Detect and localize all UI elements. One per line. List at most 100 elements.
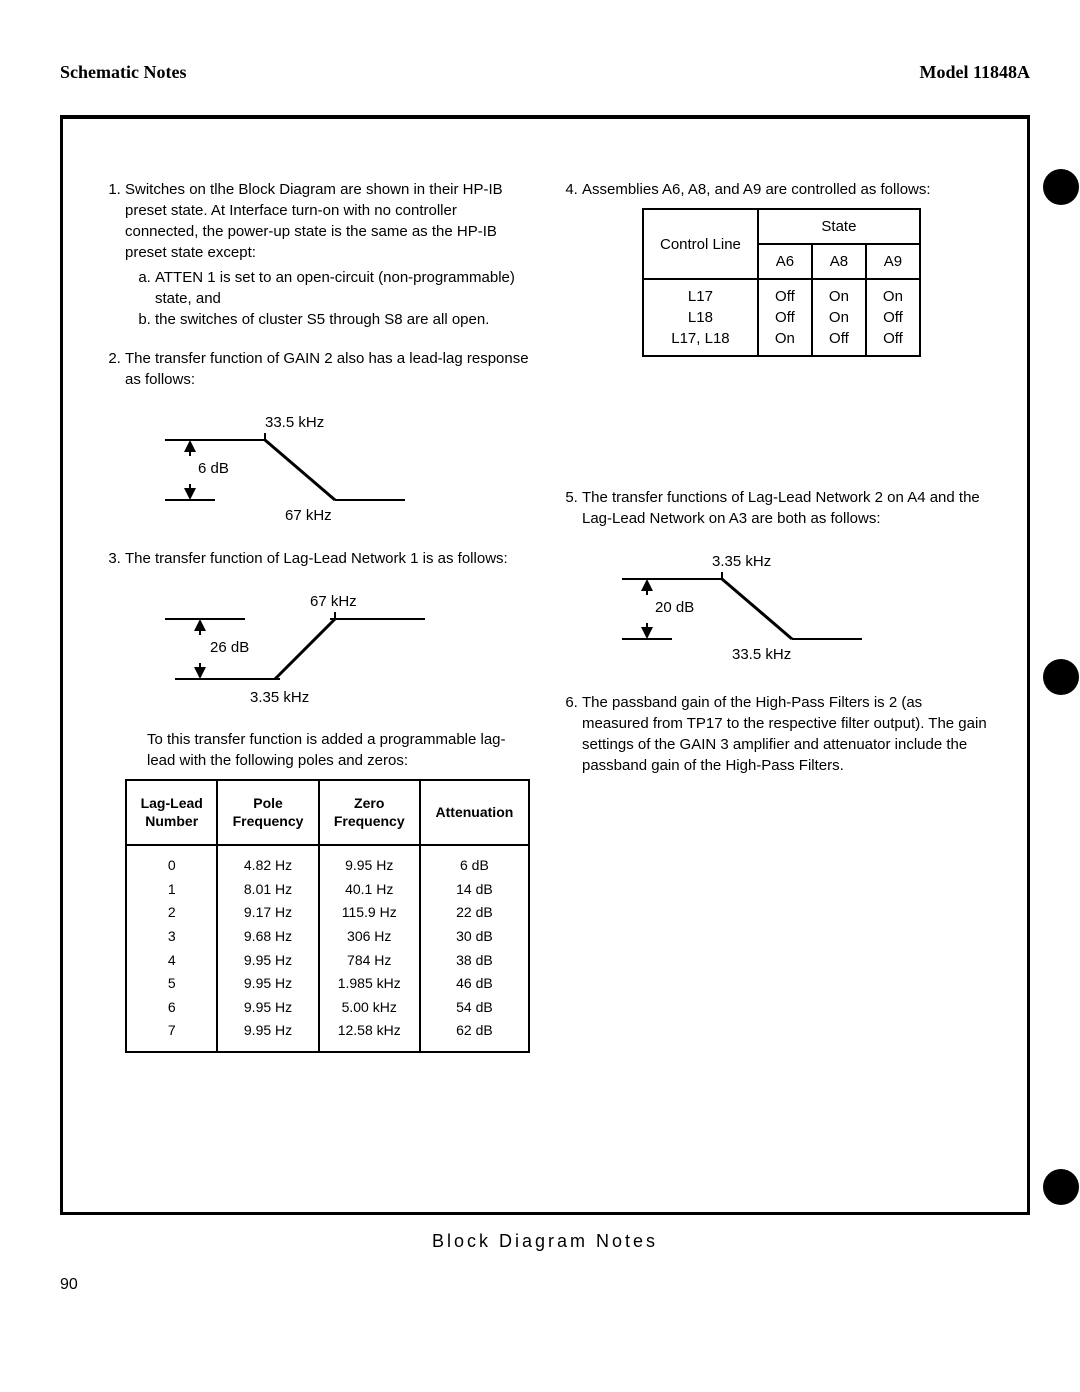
columns: Switches on tlhe Block Diagram are shown… [103, 179, 987, 1071]
content-frame: Switches on tlhe Block Diagram are shown… [60, 115, 1030, 1215]
bode-plot-5: 3.35 kHz 20 dB 33.5 kHz [612, 539, 872, 674]
punch-hole-icon [1043, 169, 1079, 205]
laglead-h3: Attenuation [420, 780, 529, 845]
table-cell: 6 [126, 996, 217, 1020]
note-1a: ATTEN 1 is set to an open-circuit (non-p… [155, 267, 530, 309]
punch-hole-icon [1043, 1169, 1079, 1205]
table-cell: 9.68 Hz [217, 925, 318, 949]
table-cell: 12.58 kHz [319, 1019, 420, 1052]
bode-plot-3: 67 kHz 26 dB 3.35 kHz [155, 579, 435, 719]
bode-3-bottomfreq: 3.35 kHz [250, 687, 309, 708]
table-row: 59.95 Hz1.985 kHz46 dB [126, 972, 529, 996]
bode-5-bottomfreq: 33.5 kHz [732, 644, 791, 665]
laglead-h2: ZeroFrequency [319, 780, 420, 845]
state-c2: A9 [866, 244, 920, 279]
table-cell: OffOffOn [758, 279, 812, 356]
table-cell: OnOnOff [812, 279, 866, 356]
table-cell: 54 dB [420, 996, 529, 1020]
table-cell: 5.00 kHz [319, 996, 420, 1020]
page: Schematic Notes Model 11848A Switches on… [0, 0, 1080, 1327]
bode-3-gain: 26 dB [210, 637, 249, 658]
notes-list-right: Assemblies A6, A8, and A9 are controlled… [560, 179, 987, 776]
table-cell: 3 [126, 925, 217, 949]
laglead-h0: Lag-LeadNumber [126, 780, 217, 845]
bode-5-gain: 20 dB [655, 597, 694, 618]
header-right: Model 11848A [920, 60, 1031, 85]
table-cell: 9.95 Hz [217, 1019, 318, 1052]
note-3-after: To this transfer function is added a pro… [125, 729, 530, 771]
state-c1: A8 [812, 244, 866, 279]
table-row: Control Line State [643, 209, 920, 244]
table-cell: 0 [126, 845, 217, 878]
table-row: L17L18L17, L18OffOffOnOnOnOffOnOffOff [643, 279, 920, 356]
table-row: 29.17 Hz115.9 Hz22 dB [126, 901, 529, 925]
note-5: The transfer functions of Lag-Lead Netwo… [582, 487, 987, 674]
table-cell: 62 dB [420, 1019, 529, 1052]
bode-2-gain: 6 dB [198, 458, 229, 479]
table-cell: 38 dB [420, 949, 529, 973]
table-cell: 6 dB [420, 845, 529, 878]
bode-2-bottomfreq: 67 kHz [285, 505, 332, 526]
table-row: 79.95 Hz12.58 kHz62 dB [126, 1019, 529, 1052]
table-cell: OnOffOff [866, 279, 920, 356]
note-2-text: The transfer function of GAIN 2 also has… [125, 350, 529, 388]
table-row: 39.68 Hz306 Hz30 dB [126, 925, 529, 949]
bode-plot-2: 33.5 kHz 6 dB 67 kHz [155, 400, 415, 530]
table-cell: 4 [126, 949, 217, 973]
note-3: The transfer function of Lag-Lead Networ… [125, 548, 530, 1053]
note-1b: the switches of cluster S5 through S8 ar… [155, 309, 530, 330]
note-1-sublist: ATTEN 1 is set to an open-circuit (non-p… [125, 267, 530, 330]
table-cell: 4.82 Hz [217, 845, 318, 878]
table-cell: 1.985 kHz [319, 972, 420, 996]
table-cell: 115.9 Hz [319, 901, 420, 925]
note-1: Switches on tlhe Block Diagram are shown… [125, 179, 530, 330]
table-row: Lag-LeadNumber PoleFrequency ZeroFrequen… [126, 780, 529, 845]
bode-5-topfreq: 3.35 kHz [712, 551, 771, 572]
note-6-text: The passband gain of the High-Pass Filte… [582, 694, 987, 774]
punch-hole-icon [1043, 659, 1079, 695]
table-cell: 1 [126, 878, 217, 902]
table-cell: 2 [126, 901, 217, 925]
page-header: Schematic Notes Model 11848A [60, 60, 1030, 85]
bode-3-topfreq: 67 kHz [310, 591, 357, 612]
right-column: Assemblies A6, A8, and A9 are controlled… [560, 179, 987, 1071]
note-1-text: Switches on tlhe Block Diagram are shown… [125, 181, 503, 261]
state-c0: A6 [758, 244, 812, 279]
table-cell: 9.95 Hz [217, 949, 318, 973]
table-cell: 9.17 Hz [217, 901, 318, 925]
table-row: 04.82 Hz9.95 Hz6 dB [126, 845, 529, 878]
table-row: 69.95 Hz5.00 kHz54 dB [126, 996, 529, 1020]
table-cell: 30 dB [420, 925, 529, 949]
note-6: The passband gain of the High-Pass Filte… [582, 692, 987, 776]
page-number: 90 [60, 1274, 1030, 1296]
table-cell: 40.1 Hz [319, 878, 420, 902]
header-left: Schematic Notes [60, 60, 186, 85]
note-2: The transfer function of GAIN 2 also has… [125, 348, 530, 530]
bode-2-topfreq: 33.5 kHz [265, 412, 324, 433]
table-row: 18.01 Hz40.1 Hz14 dB [126, 878, 529, 902]
note-4-text: Assemblies A6, A8, and A9 are controlled… [582, 181, 931, 198]
table-cell: 8.01 Hz [217, 878, 318, 902]
state-col-header: Control Line [643, 209, 758, 279]
laglead-h1: PoleFrequency [217, 780, 318, 845]
table-row: 49.95 Hz784 Hz38 dB [126, 949, 529, 973]
table-cell: 22 dB [420, 901, 529, 925]
left-column: Switches on tlhe Block Diagram are shown… [103, 179, 530, 1071]
table-cell: 306 Hz [319, 925, 420, 949]
table-cell: 9.95 Hz [217, 996, 318, 1020]
note-3-text: The transfer function of Lag-Lead Networ… [125, 550, 508, 567]
table-cell: 9.95 Hz [217, 972, 318, 996]
state-header: State [758, 209, 920, 244]
note-5-text: The transfer functions of Lag-Lead Netwo… [582, 489, 980, 527]
laglead-table: Lag-LeadNumber PoleFrequency ZeroFrequen… [125, 779, 530, 1053]
figure-caption: Block Diagram Notes [60, 1229, 1030, 1254]
table-cell: 9.95 Hz [319, 845, 420, 878]
table-cell: 784 Hz [319, 949, 420, 973]
table-cell: 5 [126, 972, 217, 996]
table-cell: 46 dB [420, 972, 529, 996]
table-cell: L17L18L17, L18 [643, 279, 758, 356]
state-table: Control Line State A6 A8 A9 L17L18L17, L… [642, 208, 921, 357]
notes-list-left: Switches on tlhe Block Diagram are shown… [103, 179, 530, 1053]
note-4: Assemblies A6, A8, and A9 are controlled… [582, 179, 987, 357]
table-cell: 14 dB [420, 878, 529, 902]
